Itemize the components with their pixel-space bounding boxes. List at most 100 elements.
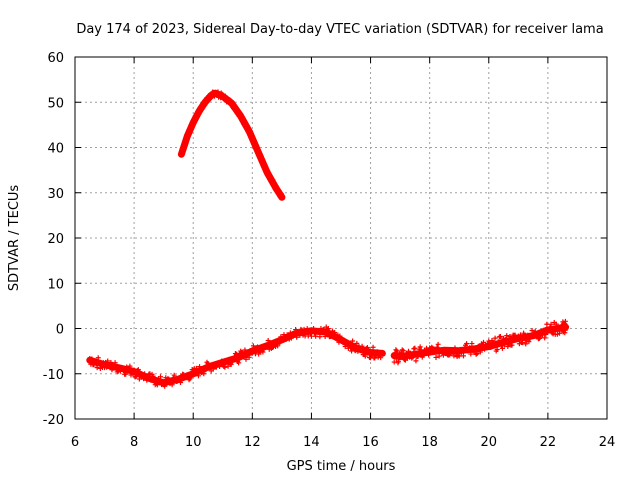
data-point xyxy=(348,345,353,351)
data-point xyxy=(201,371,207,377)
data-point xyxy=(265,337,271,343)
data-point xyxy=(425,349,431,355)
data-point xyxy=(355,348,361,354)
data-point xyxy=(358,348,364,354)
data-point xyxy=(134,367,140,373)
data-point xyxy=(432,347,438,353)
data-point xyxy=(226,356,232,362)
data-point xyxy=(264,342,270,348)
data-point xyxy=(135,367,141,373)
data-point xyxy=(517,332,523,338)
data-point xyxy=(162,383,168,389)
data-point xyxy=(194,113,200,119)
tick-marks xyxy=(74,56,608,420)
data-point xyxy=(412,345,418,351)
data-point xyxy=(294,334,300,340)
data-point xyxy=(275,343,281,349)
x-tick-label: 20 xyxy=(481,435,498,450)
data-point xyxy=(293,327,299,333)
data-point xyxy=(504,333,510,339)
data-point xyxy=(241,119,247,125)
data-point xyxy=(187,129,193,135)
data-point xyxy=(336,339,342,345)
data-point xyxy=(495,339,501,345)
data-point xyxy=(319,330,325,336)
data-point xyxy=(186,377,192,383)
data-point xyxy=(434,344,440,350)
grid-lines xyxy=(75,57,607,419)
data-point xyxy=(526,339,532,345)
data-point xyxy=(379,350,385,356)
data-point xyxy=(178,379,184,385)
data-point xyxy=(133,374,139,380)
data-point xyxy=(112,360,118,366)
y-tick-label: 50 xyxy=(47,96,64,111)
data-point xyxy=(351,342,357,348)
data-point xyxy=(93,361,99,367)
data-point xyxy=(474,350,480,356)
data-point xyxy=(192,118,198,124)
data-point xyxy=(131,370,137,376)
data-point xyxy=(311,326,317,332)
data-point xyxy=(543,331,549,337)
data-point xyxy=(549,330,555,336)
x-tick-label: 18 xyxy=(421,435,438,450)
data-point xyxy=(243,356,249,362)
data-point xyxy=(541,327,547,333)
data-point xyxy=(271,180,277,186)
data-point xyxy=(241,351,247,357)
data-point xyxy=(165,376,171,382)
data-point xyxy=(458,350,464,356)
data-point xyxy=(260,349,266,355)
data-point xyxy=(512,332,518,338)
data-point xyxy=(546,328,552,334)
data-point xyxy=(400,348,406,354)
data-point xyxy=(473,351,479,357)
data-point xyxy=(415,353,421,359)
data-point xyxy=(420,352,426,358)
data-point xyxy=(145,373,151,379)
data-point xyxy=(562,327,568,333)
data-point xyxy=(341,337,347,343)
data-point xyxy=(174,378,180,384)
data-point xyxy=(426,352,432,358)
y-tick-label: 0 xyxy=(56,323,64,338)
data-point xyxy=(179,376,185,382)
data-point xyxy=(464,341,470,347)
data-point xyxy=(126,367,132,373)
data-point xyxy=(222,364,228,370)
data-point xyxy=(488,344,494,350)
data-point xyxy=(228,361,234,367)
data-point xyxy=(230,357,236,363)
data-point xyxy=(308,333,314,339)
data-point xyxy=(491,339,497,345)
data-point xyxy=(261,160,267,166)
data-point xyxy=(369,352,375,358)
data-point xyxy=(234,107,240,113)
data-point xyxy=(435,341,441,347)
data-point xyxy=(250,135,256,141)
data-point xyxy=(365,347,371,353)
data-point xyxy=(484,343,490,349)
data-point xyxy=(228,98,234,104)
data-point xyxy=(557,330,562,336)
data-point xyxy=(455,352,461,358)
data-point xyxy=(313,333,319,339)
data-point xyxy=(247,348,253,354)
data-point xyxy=(252,140,258,146)
data-point xyxy=(154,382,160,388)
data-point xyxy=(409,355,415,361)
data-point xyxy=(215,361,220,367)
data-point xyxy=(350,338,356,344)
data-point xyxy=(477,349,483,355)
data-point xyxy=(114,369,120,375)
data-point xyxy=(362,353,368,359)
data-point xyxy=(258,154,264,160)
data-point xyxy=(292,331,298,337)
data-point xyxy=(502,342,508,348)
data-point xyxy=(332,330,338,336)
y-tick-label: -10 xyxy=(43,368,64,383)
data-point xyxy=(217,363,223,369)
data-point xyxy=(325,326,331,332)
data-point xyxy=(169,382,175,388)
